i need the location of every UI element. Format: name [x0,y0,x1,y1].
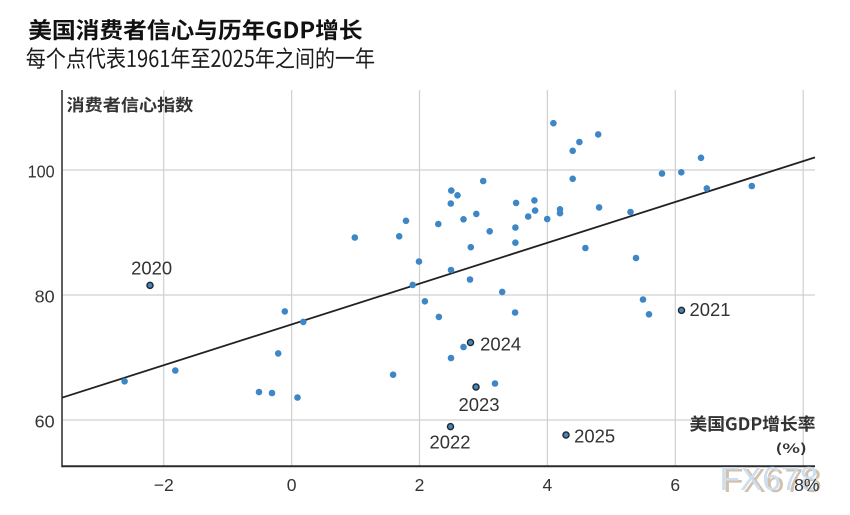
svg-text:8%: 8% [794,475,819,495]
svg-text:80: 80 [35,287,55,307]
svg-text:2020: 2020 [131,259,172,279]
svg-text:FX678: FX678 [723,463,822,500]
svg-text:100: 100 [28,162,55,182]
svg-text:0: 0 [287,475,297,495]
svg-text:FX678: FX678 [720,461,819,498]
svg-text:60: 60 [35,412,55,432]
svg-text:−2: −2 [154,475,174,495]
svg-text:6: 6 [670,475,680,495]
svg-text:2023: 2023 [459,395,500,415]
svg-text:2024: 2024 [480,335,521,355]
svg-text:2025: 2025 [574,426,615,446]
svg-text:4: 4 [543,475,553,495]
svg-text:2022: 2022 [430,433,471,453]
svg-text:2021: 2021 [690,300,731,320]
svg-text:2: 2 [415,475,425,495]
